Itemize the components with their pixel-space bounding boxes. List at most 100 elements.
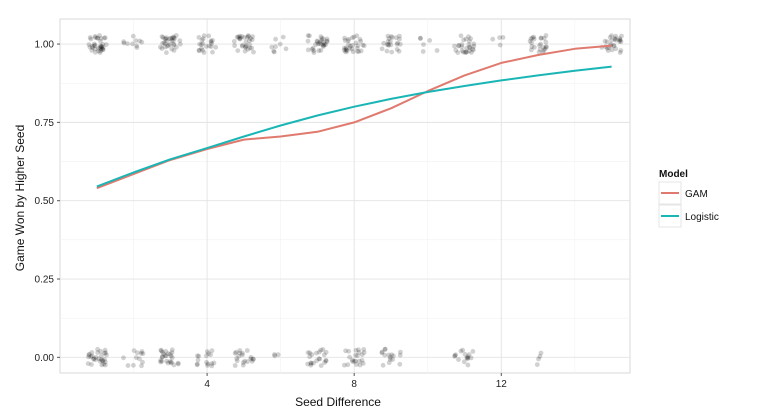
data-point <box>460 347 466 353</box>
data-point <box>167 36 172 42</box>
data-point <box>210 38 216 43</box>
data-point <box>389 352 395 358</box>
data-point <box>356 358 362 364</box>
data-point <box>463 36 469 42</box>
data-point <box>532 44 537 50</box>
data-point <box>318 347 324 353</box>
data-point <box>89 353 95 359</box>
data-point <box>241 360 246 365</box>
data-point <box>343 348 348 354</box>
data-point <box>386 360 392 366</box>
data-point <box>248 36 253 41</box>
data-point <box>470 46 475 52</box>
data-point <box>248 355 254 360</box>
legend-label-gam: GAM <box>685 189 708 200</box>
data-point <box>611 43 617 49</box>
data-point <box>361 350 367 355</box>
data-point <box>208 39 214 45</box>
data-point <box>97 50 103 55</box>
data-point <box>247 42 253 47</box>
data-point <box>323 358 329 364</box>
data-point <box>382 346 388 352</box>
data-point <box>168 359 174 365</box>
data-point <box>239 43 245 49</box>
data-point <box>321 40 326 45</box>
legend: Model GAM Logistic <box>658 169 719 228</box>
data-point <box>318 34 324 40</box>
data-point <box>471 41 477 47</box>
data-point <box>171 35 177 41</box>
data-point <box>97 358 103 364</box>
data-point <box>93 357 98 363</box>
data-point <box>200 47 205 53</box>
data-point <box>99 44 104 50</box>
data-point <box>389 35 395 40</box>
data-point <box>163 349 169 354</box>
data-point <box>536 49 542 55</box>
data-point <box>100 45 106 50</box>
data-point <box>249 37 255 43</box>
data-point <box>91 356 96 362</box>
data-point <box>160 40 166 46</box>
data-point <box>321 44 326 49</box>
data-point <box>381 40 387 46</box>
data-point <box>245 359 250 365</box>
data-point <box>347 354 352 360</box>
data-point <box>343 45 349 51</box>
data-point <box>607 34 613 40</box>
data-point <box>162 36 168 42</box>
data-point <box>385 39 391 44</box>
data-point <box>98 357 104 362</box>
data-point <box>92 34 98 39</box>
data-point <box>346 42 351 47</box>
data-point <box>194 362 200 368</box>
data-point <box>93 355 99 360</box>
data-point <box>86 42 92 47</box>
data-point <box>165 360 171 366</box>
data-point <box>544 44 549 50</box>
data-point <box>244 34 250 40</box>
data-point <box>121 40 127 46</box>
data-point <box>206 351 211 356</box>
data-point <box>350 357 355 363</box>
data-point <box>459 44 465 50</box>
data-point <box>380 362 386 368</box>
data-point <box>500 35 506 40</box>
data-point <box>160 349 165 355</box>
data-point <box>464 49 469 55</box>
data-point <box>541 35 547 41</box>
data-point <box>169 350 175 355</box>
y-tick-label: 0.50 <box>35 196 55 207</box>
data-point <box>322 360 327 365</box>
data-point <box>536 356 541 362</box>
data-point <box>139 39 145 45</box>
data-point <box>459 48 465 54</box>
data-point <box>273 36 278 42</box>
data-point <box>453 352 458 358</box>
grid <box>60 19 630 373</box>
data-point <box>342 362 347 368</box>
data-point <box>348 43 353 49</box>
data-point <box>130 33 136 39</box>
data-point <box>160 354 165 360</box>
data-point <box>194 361 200 367</box>
data-point <box>354 362 359 367</box>
data-point <box>543 33 549 38</box>
data-point <box>242 35 247 40</box>
data-point <box>613 33 619 39</box>
data-point <box>385 42 391 47</box>
data-point <box>360 361 366 366</box>
data-point <box>531 34 537 40</box>
data-point <box>379 350 385 356</box>
data-point <box>91 356 97 361</box>
data-point <box>386 36 392 41</box>
data-point <box>159 354 165 360</box>
data-point <box>206 33 212 39</box>
data-point <box>275 352 281 358</box>
data-point <box>356 49 362 55</box>
data-point <box>343 47 349 52</box>
data-point <box>208 352 214 358</box>
data-point <box>210 49 215 55</box>
data-point <box>356 350 362 355</box>
data-point <box>174 44 179 50</box>
